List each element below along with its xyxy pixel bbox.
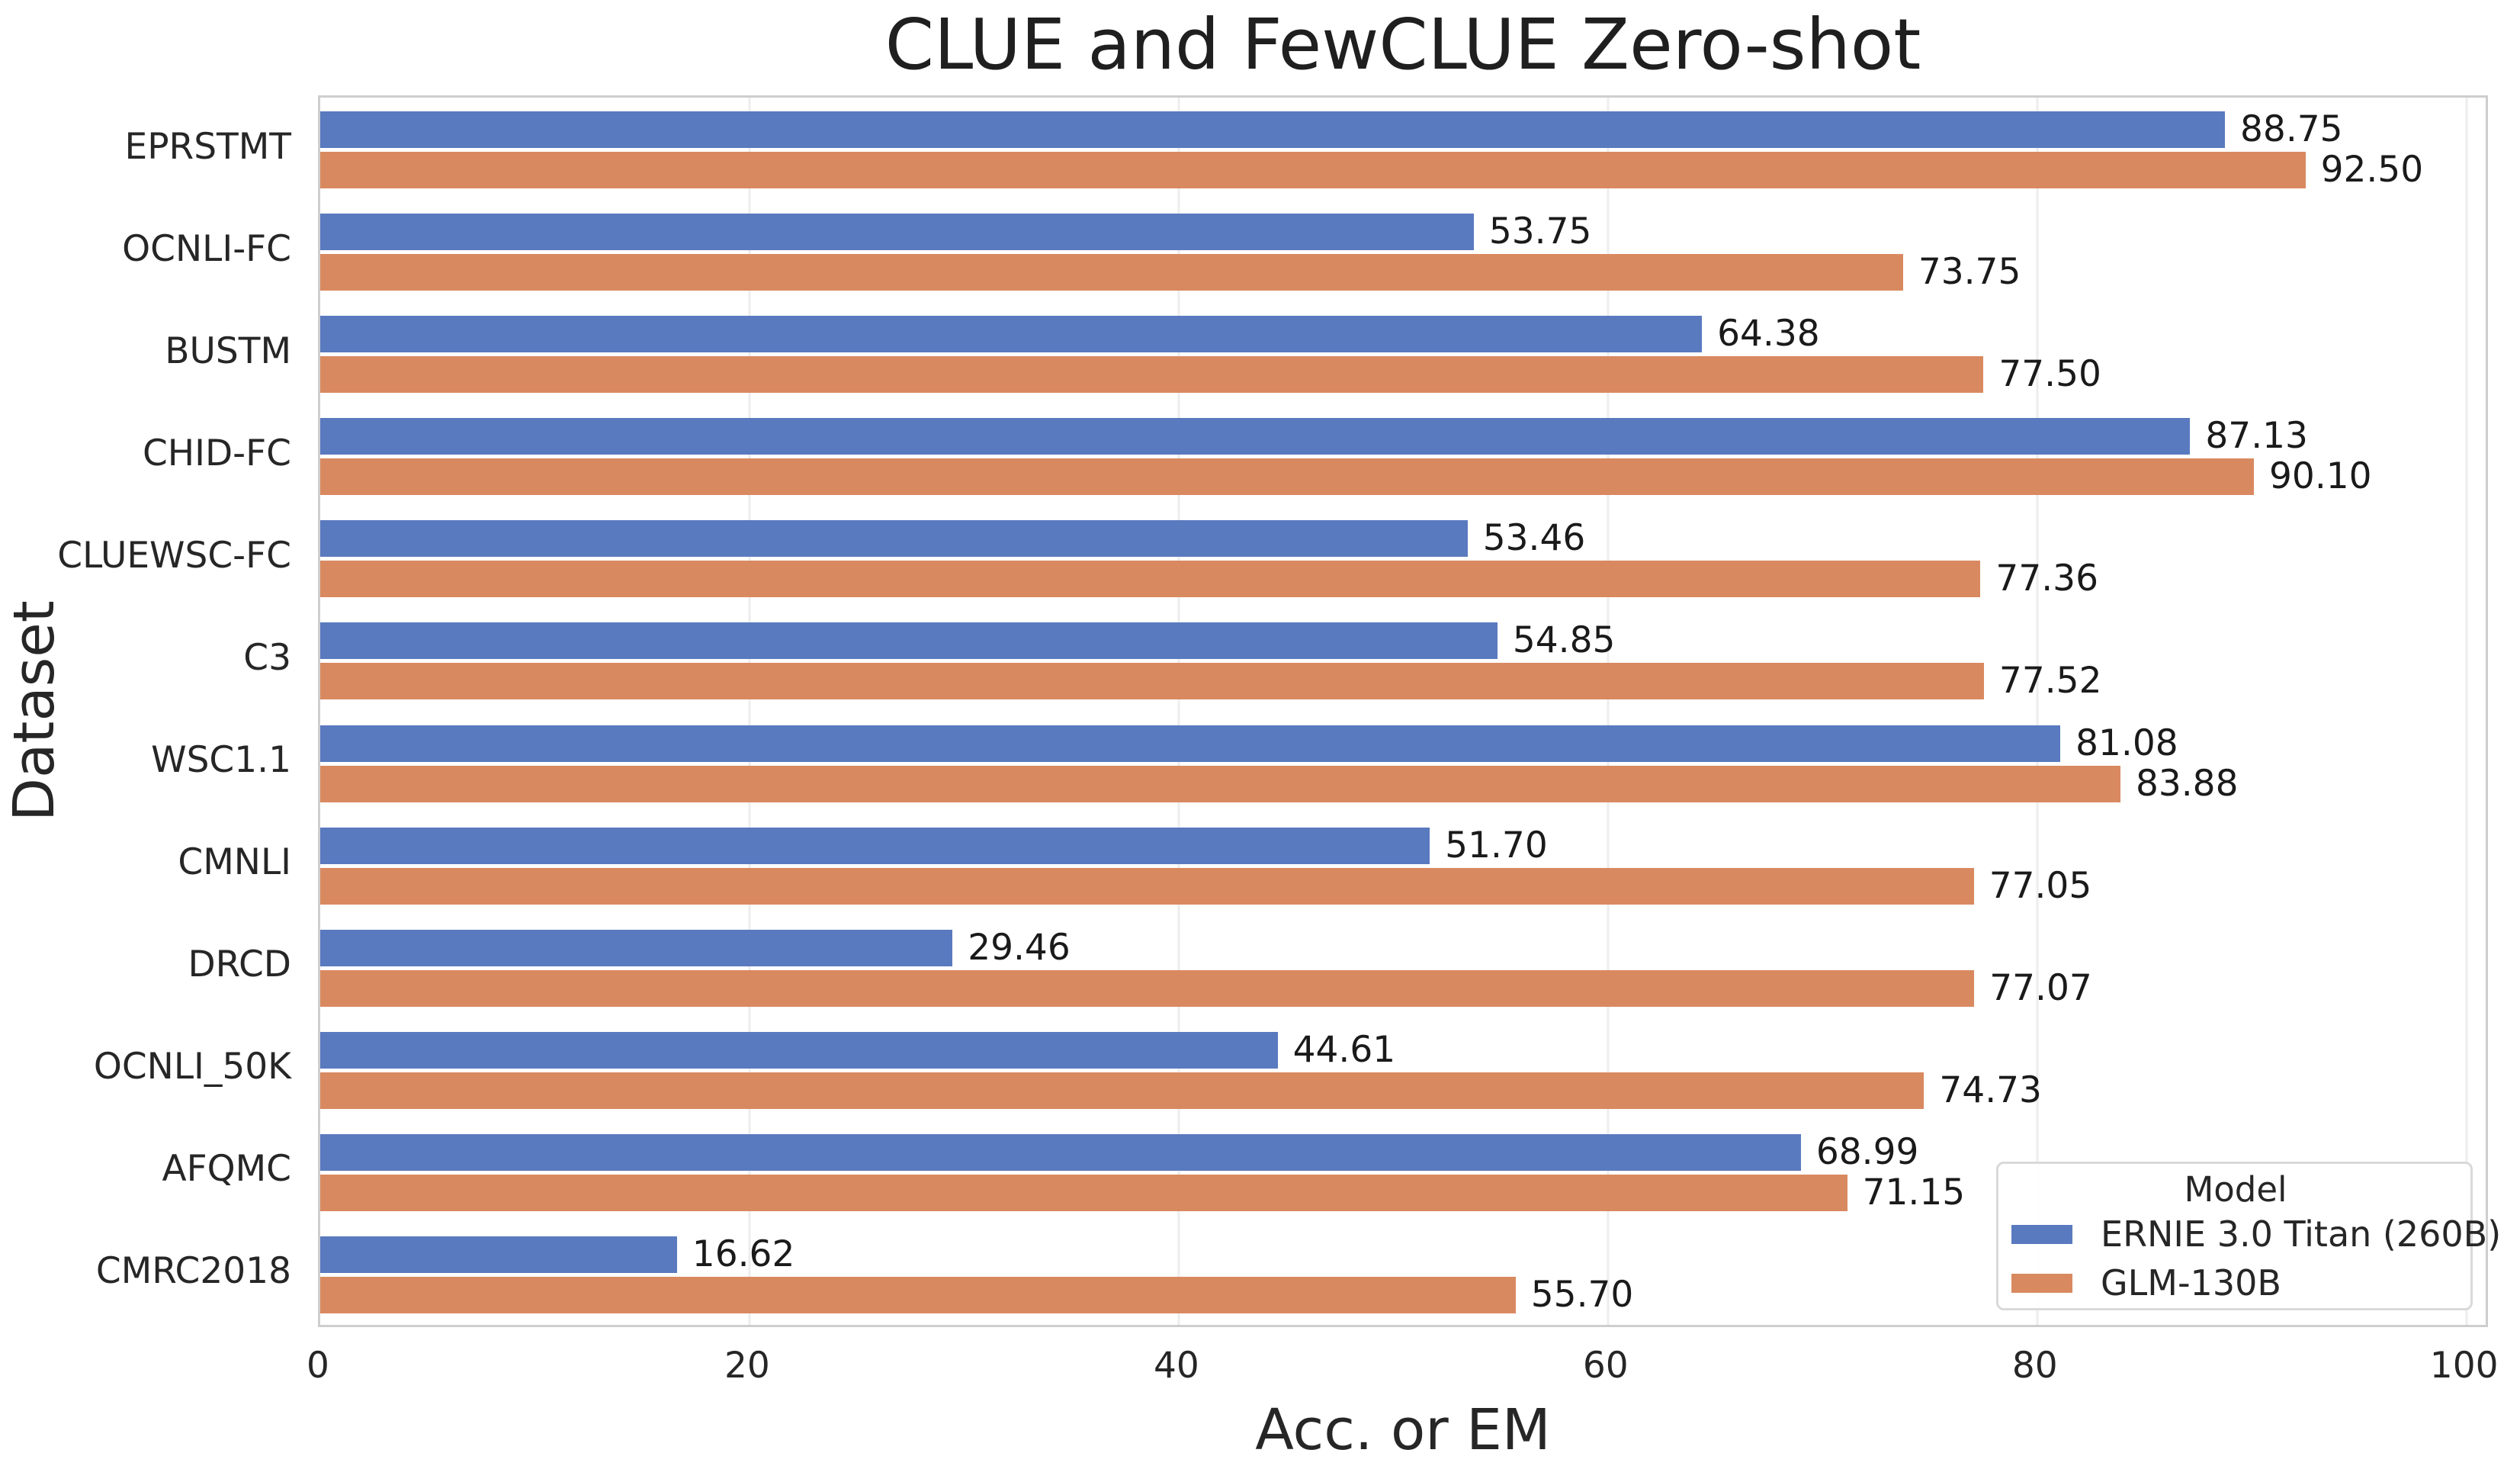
gridline-x-60 — [1607, 98, 1610, 1325]
legend-item: GLM-130B — [2011, 1258, 2460, 1307]
y-tick-label-C3: C3 — [243, 636, 291, 679]
bar-CMRC2018-series-0 — [320, 1236, 677, 1273]
x-tick-label-80: 80 — [2011, 1345, 2058, 1387]
chart-title: CLUE and FewCLUE Zero-shot — [884, 4, 1921, 85]
legend-label-series-0: ERNIE 3.0 Titan (260B) — [2101, 1213, 2502, 1255]
value-label: 92.50 — [2320, 149, 2424, 191]
bar-EPRSTMT-series-1 — [320, 152, 2306, 188]
legend-title: Model — [2184, 1169, 2287, 1210]
value-label: 53.46 — [1482, 517, 1586, 560]
value-label: 77.36 — [1995, 558, 2098, 600]
value-label: 81.08 — [2075, 722, 2178, 764]
bar-C3-series-0 — [320, 622, 1498, 660]
bar-group-CLUEWSC-FC: 53.46 77.36 — [320, 506, 2486, 609]
y-tick-label-WSC1.1: WSC1.1 — [151, 739, 291, 782]
y-tick-label-AFQMC: AFQMC — [162, 1148, 291, 1191]
value-label: 88.75 — [2240, 108, 2343, 150]
bar-group-BUSTM: 64.38 77.50 — [320, 302, 2486, 404]
gridline-x-80 — [2036, 98, 2039, 1325]
y-tick-label-DRCD: DRCD — [188, 943, 291, 986]
value-label: 77.05 — [1989, 864, 2092, 907]
value-label: 77.52 — [1998, 660, 2102, 702]
bar-group-DRCD: 29.46 77.07 — [320, 916, 2486, 1018]
bar-OCNLI-FC-series-0 — [320, 214, 1474, 251]
bar-AFQMC-series-0 — [320, 1133, 1801, 1171]
x-tick-label-20: 20 — [724, 1345, 770, 1387]
legend-swatch-series-0 — [2011, 1224, 2072, 1244]
value-label: 71.15 — [1862, 1171, 1966, 1213]
value-label: 44.61 — [1292, 1028, 1396, 1071]
bar-group-EPRSTMT: 88.75 92.50 — [320, 98, 2486, 200]
bar-BUSTM-series-1 — [320, 356, 1984, 394]
y-tick-label-CLUEWSC-FC: CLUEWSC-FC — [57, 534, 291, 577]
value-label: 16.62 — [692, 1233, 795, 1275]
y-tick-label-CHID-FC: CHID-FC — [142, 432, 291, 474]
legend-swatch-series-1 — [2011, 1273, 2072, 1293]
bar-OCNLI_50K-series-0 — [320, 1031, 1278, 1069]
bar-WSC1.1-series-1 — [320, 765, 2120, 802]
x-tick-label-40: 40 — [1153, 1345, 1199, 1387]
bar-AFQMC-series-1 — [320, 1174, 1847, 1211]
bar-OCNLI_50K-series-1 — [320, 1072, 1925, 1109]
y-tick-labels: EPRSTMT OCNLI-FC BUSTM CHID-FC CLUEWSC-FC C3 W… — [0, 95, 291, 1327]
bar-group-AFQMC: 68.99 71.15 — [320, 1120, 2486, 1223]
bar-EPRSTMT-series-0 — [320, 111, 2226, 148]
value-label: 51.70 — [1445, 824, 1548, 866]
value-label: 74.73 — [1939, 1069, 2042, 1111]
y-tick-label-OCNLI-FC: OCNLI-FC — [122, 227, 291, 270]
y-tick-label-EPRSTMT: EPRSTMT — [124, 125, 292, 168]
bar-CHID-FC-series-1 — [320, 458, 2255, 496]
value-label: 87.13 — [2205, 415, 2308, 458]
value-label: 90.10 — [2269, 455, 2372, 498]
bar-WSC1.1-series-0 — [320, 725, 2061, 762]
x-tick-label-60: 60 — [1582, 1345, 1629, 1387]
bar-group-C3: 54.85 77.52 — [320, 609, 2486, 711]
bar-CMNLI-series-0 — [320, 827, 1430, 864]
bar-C3-series-1 — [320, 663, 1984, 700]
bar-CMNLI-series-1 — [320, 867, 1974, 905]
y-tick-label-OCNLI_50K: OCNLI_50K — [93, 1046, 291, 1088]
legend: Model ERNIE 3.0 Titan (260B) GLM-130B — [1996, 1162, 2501, 1310]
value-label: 53.75 — [1488, 211, 1592, 253]
bar-OCNLI-FC-series-1 — [320, 254, 1903, 291]
value-label: 68.99 — [1815, 1130, 1919, 1173]
gridline-x-40 — [1177, 98, 1180, 1325]
bar-group-CMNLI: 51.70 77.05 — [320, 814, 2486, 916]
value-label: 54.85 — [1512, 619, 1616, 662]
legend-item: ERNIE 3.0 Titan (260B) — [2011, 1210, 2501, 1258]
gridline-x-100 — [2465, 98, 2468, 1325]
gridline-x-20 — [748, 98, 751, 1325]
value-label: 73.75 — [1918, 251, 2021, 294]
value-label: 77.07 — [1989, 966, 2092, 1009]
bar-group-WSC1.1: 81.08 83.88 — [320, 712, 2486, 814]
value-label: 83.88 — [2135, 762, 2239, 805]
bar-group-CHID-FC: 87.13 90.10 — [320, 404, 2486, 506]
value-label: 64.38 — [1717, 313, 1820, 355]
y-tick-label-BUSTM: BUSTM — [165, 329, 291, 372]
bar-CMRC2018-series-1 — [320, 1276, 1516, 1313]
bar-group-CMRC2018: 16.62 55.70 — [320, 1223, 2486, 1325]
y-tick-label-CMRC2018: CMRC2018 — [95, 1250, 291, 1293]
bar-CLUEWSC-FC-series-0 — [320, 520, 1468, 558]
bar-BUSTM-series-0 — [320, 316, 1703, 353]
value-label: 29.46 — [968, 926, 1071, 969]
value-label: 55.70 — [1530, 1273, 1634, 1316]
legend-label-series-1: GLM-130B — [2101, 1262, 2281, 1303]
bar-DRCD-series-1 — [320, 969, 1975, 1007]
value-label: 77.50 — [1998, 353, 2101, 396]
bar-group-OCNLI-FC: 53.75 73.75 — [320, 200, 2486, 302]
y-tick-label-CMNLI: CMNLI — [178, 841, 291, 884]
x-tick-label-0: 0 — [307, 1345, 329, 1387]
bar-CLUEWSC-FC-series-1 — [320, 561, 1981, 598]
bar-group-OCNLI_50K: 44.61 74.73 — [320, 1018, 2486, 1120]
plot-area: 88.75 92.50 53.75 73.75 64.38 77.50 87.13 90.10… — [318, 95, 2488, 1327]
x-axis-label: Acc. or EM — [1255, 1397, 1551, 1463]
bar-CHID-FC-series-0 — [320, 418, 2191, 455]
bar-DRCD-series-0 — [320, 929, 953, 966]
x-tick-label-100: 100 — [2429, 1345, 2499, 1387]
